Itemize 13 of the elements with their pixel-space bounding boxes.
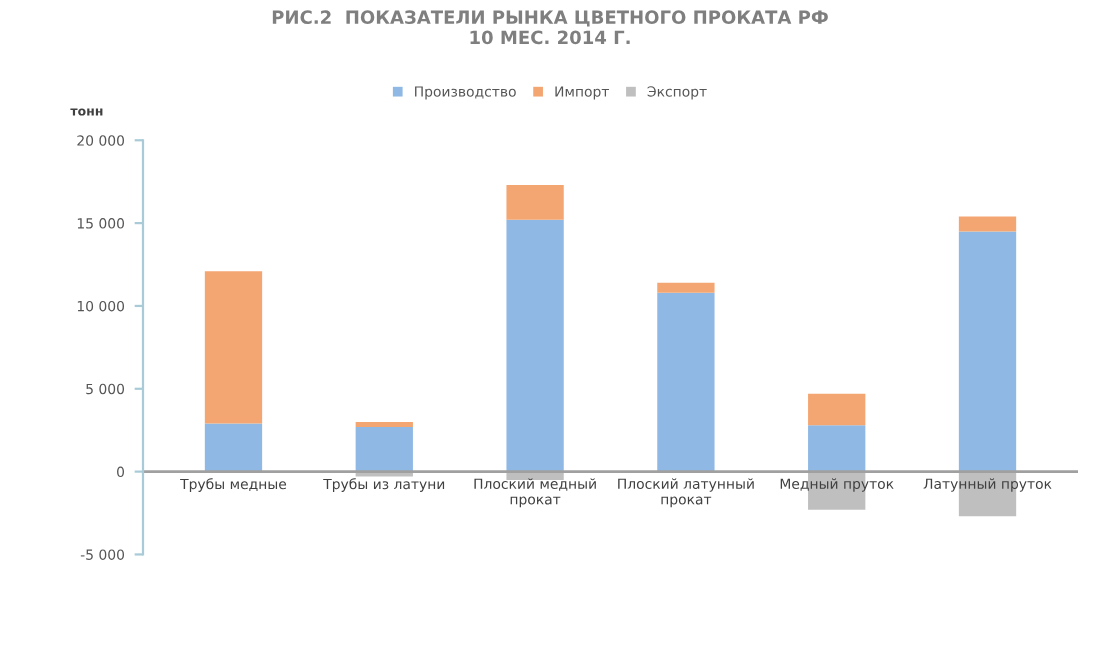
bar [506, 219, 564, 472]
bar [808, 393, 866, 426]
bar [958, 216, 1017, 232]
bar [204, 271, 263, 424]
bar [355, 421, 413, 427]
bar [506, 185, 564, 220]
bar [657, 292, 715, 472]
bar [657, 282, 715, 293]
bar [808, 425, 866, 472]
chart-title: РИС.2 ПОКАЗАТЕЛИ РЫНКА ЦВЕТНОГО ПРОКАТА РФ 10 МЕС. 2014 Г. [272, 10, 828, 45]
bar [204, 423, 263, 472]
bar [355, 426, 413, 472]
bar [958, 231, 1017, 472]
